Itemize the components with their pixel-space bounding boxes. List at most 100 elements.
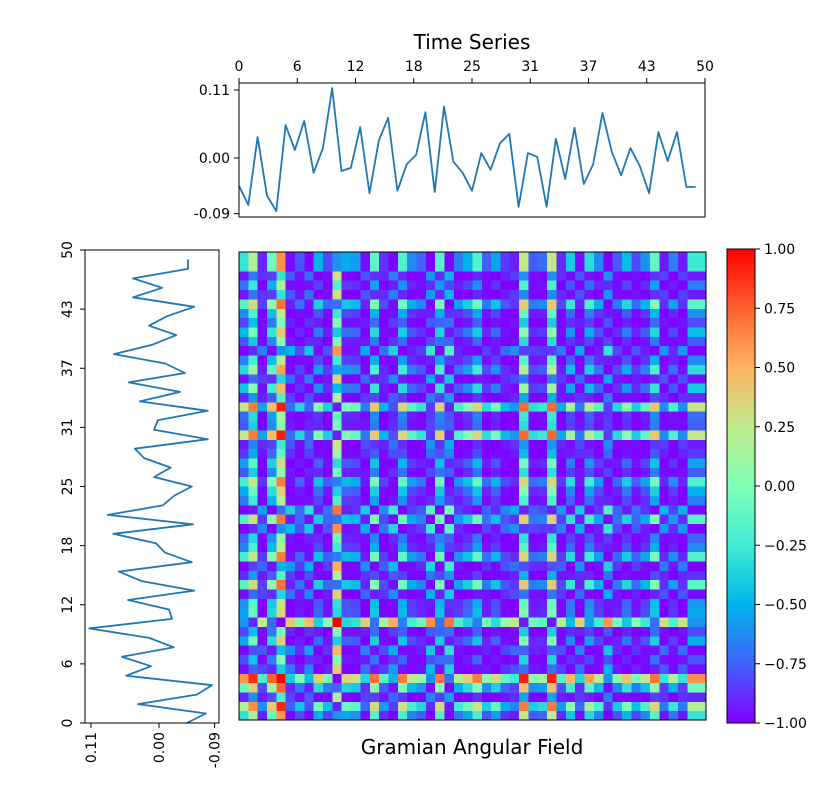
heatmap-cell [603,523,614,534]
heatmap-cell [537,420,548,431]
heatmap-cell [575,439,586,450]
heatmap-cell [668,579,679,590]
heatmap-cell [341,280,352,291]
heatmap-cell [332,401,343,412]
heatmap-cell [248,448,259,459]
heatmap-cell [323,345,333,356]
heatmap-cell [257,570,268,581]
heatmap-cell [472,495,483,506]
heatmap-cell [621,336,632,347]
heatmap-cell [463,710,474,721]
heatmap-cell [612,336,623,347]
heatmap-cell [649,598,660,609]
heatmap-cell [472,523,483,534]
heatmap-cell [285,354,296,365]
heatmap-cell [304,457,315,468]
heatmap-cell [248,317,259,328]
heatmap-cell [659,551,670,562]
heatmap-cell [332,635,343,646]
heatmap-cell [341,551,352,562]
heatmap-cell [332,504,343,515]
heatmap-cell [677,308,688,319]
heatmap-cell [388,317,399,328]
heatmap-cell [463,607,474,618]
heatmap-cell [360,317,371,328]
heatmap-cell [379,495,390,506]
heatmap-cell [481,523,492,534]
heatmap-cell [416,336,427,347]
heatmap-cell [444,570,455,581]
heatmap-cell [444,486,455,496]
heatmap-cell [239,411,249,422]
heatmap-cell [481,298,492,309]
heatmap-cell [612,710,623,721]
heatmap-cell [491,701,502,712]
heatmap-cell [640,710,651,721]
heatmap-cell [351,598,362,609]
heatmap-cell [388,551,399,562]
heatmap-cell [603,560,614,571]
heatmap-cell [649,261,660,272]
heatmap-cell [388,663,399,674]
heatmap-cell [341,448,352,459]
heatmap-cell [603,252,614,262]
heatmap-cell [677,252,688,262]
heatmap-cell [696,635,707,646]
heatmap-cell [631,542,642,553]
heatmap-cell [295,439,305,450]
heatmap-cell [547,607,558,618]
heatmap-cell [677,354,688,365]
heatmap-cell [659,598,670,609]
heatmap-cell [369,317,380,328]
heatmap-cell [379,654,390,665]
heatmap-cell [276,448,287,459]
heatmap-cell [304,588,315,599]
heatmap-cell [500,476,511,487]
heatmap-cell [369,673,380,684]
heatmap-cell [528,270,539,281]
heatmap-cell [621,289,632,300]
heatmap-cell [649,495,660,506]
y-tick-label: -0.09 [194,207,230,223]
x-tick-label: 50 [696,59,714,75]
time-series-title: Time Series [413,30,531,54]
heatmap-cell [547,588,558,599]
heatmap-cell [537,326,548,337]
heatmap-cell [537,673,548,684]
heatmap-cell [332,411,343,422]
heatmap-cell [547,280,558,291]
heatmap-cell [463,523,474,534]
heatmap-cell [491,635,502,646]
heatmap-cell [640,598,651,609]
heatmap-cell [519,280,530,291]
heatmap-cell [668,598,679,609]
heatmap-cell [696,429,707,440]
heatmap-cell [463,626,474,637]
heatmap-cell [519,439,530,450]
heatmap-cell [472,607,483,618]
heatmap-cell [528,514,539,525]
heatmap-cell [575,691,586,702]
heatmap-cell [379,673,390,684]
heatmap-cell [668,429,679,440]
heatmap-cell [491,588,502,599]
heatmap-cell [575,373,586,384]
heatmap-cell [257,476,268,487]
value-tick-label: -0.09 [208,732,224,768]
heatmap-cell [593,579,604,590]
heatmap-cell [612,270,623,281]
heatmap-cell [491,710,502,721]
heatmap-cell [407,448,418,459]
heatmap-cell [304,392,315,403]
heatmap-cell [276,486,287,496]
heatmap-cell [481,411,492,422]
heatmap-cell [677,467,688,478]
heatmap-cell [547,635,558,646]
heatmap-cell [453,252,464,262]
heatmap-cell [407,551,418,562]
heatmap-cell [584,495,595,506]
heatmap-cell [528,626,539,637]
heatmap-cell [491,326,502,337]
heatmap-cell [472,401,483,412]
heatmap-cell [379,392,390,403]
